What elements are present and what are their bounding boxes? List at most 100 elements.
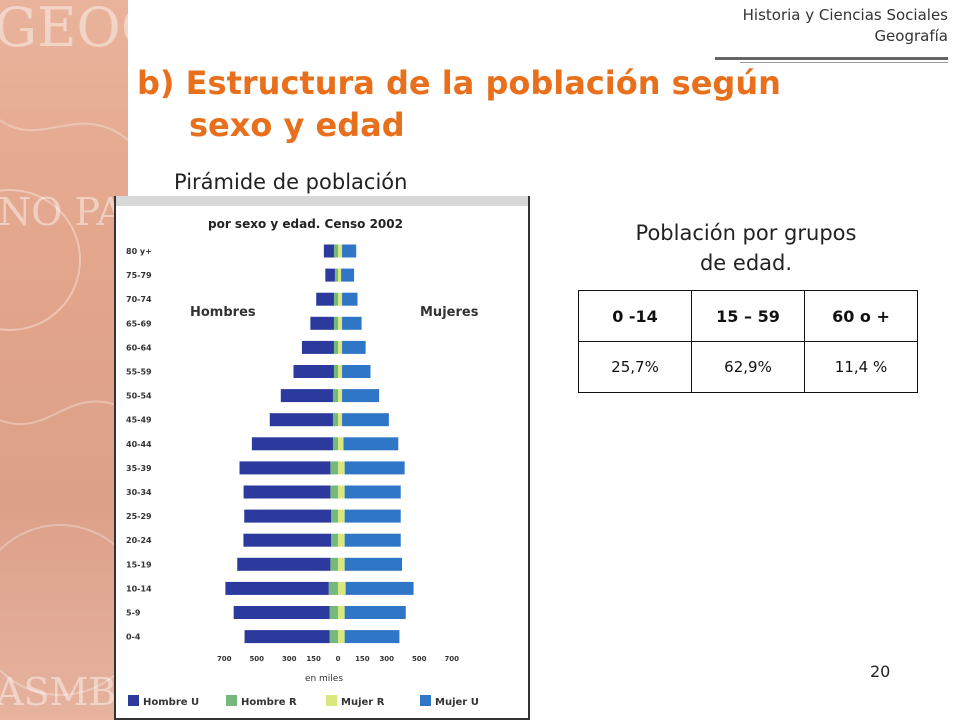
pyramid-caption: Pirámide de población [174,170,408,194]
age-label-9: 35-39 [126,464,152,473]
bar-mujer-u-4 [342,340,366,354]
x-tick-3: 150 [306,655,321,663]
bar-hombre-u-3 [310,316,334,330]
decorative-side-banner: GEOGR NO PA ASMB [0,0,128,720]
bar-hombre-u-5 [293,365,334,378]
bar-mujer-r-13 [338,557,345,571]
header-rule [715,57,948,60]
legend-swatch-3 [420,695,431,706]
bar-hombre-r-1 [334,268,338,282]
bar-mujer-r-11 [338,509,345,523]
table-caption-line2: de edad. [699,251,793,275]
bar-hombre-r-15 [329,606,338,619]
x-tick-4: 0 [336,655,341,663]
bar-hombre-u-14 [225,581,329,595]
age-label-13: 15-19 [126,560,152,569]
bar-hombre-u-9 [239,461,331,475]
legend-swatch-0 [128,695,139,706]
table-caption: Población por grupos de edad. [586,218,906,278]
bar-mujer-r-1 [338,268,342,282]
bar-hombre-r-0 [333,244,338,258]
legend-swatch-2 [326,695,337,706]
bar-mujer-u-5 [342,365,371,378]
bar-hombre-r-14 [328,581,338,595]
bar-mujer-r-15 [338,606,345,619]
x-ticks-group: 700 500 300 150 0 150 300 500 700 [217,655,459,663]
age-labels-group: 80 y+ 75-79 70-74 65-69 60-64 55-59 50-54 45-49… [126,247,152,642]
age-label-3: 65-69 [126,319,152,328]
table-header-row: 0 -14 15 – 59 60 o + [578,290,918,342]
x-tick-0: 700 [217,655,232,663]
legend-swatch-1 [226,695,237,706]
bar-hombre-u-8 [251,437,333,451]
legend-label-3: Mujer U [435,697,479,708]
bar-mujer-r-9 [338,461,345,475]
bar-hombre-r-7 [332,413,338,427]
bar-mujer-u-14 [345,581,414,595]
bar-mujer-r-4 [338,340,343,354]
bar-hombre-r-5 [333,365,338,378]
bar-mujer-r-3 [338,316,343,330]
slide-title-line1: b) Estructura de la población según [137,64,781,102]
age-group-table: 0 -14 15 – 59 60 o + 25,7% 62,9% 11,4 % [578,290,918,393]
x-axis-label: en miles [305,674,343,684]
bar-hombre-r-16 [329,630,338,644]
bar-hombre-u-2 [316,292,334,306]
slide-title: b) Estructura de la población según sexo… [137,62,781,146]
bar-mujer-u-16 [344,630,400,644]
legend-label-1: Hombre R [241,697,297,708]
subject-header: Historia y Ciencias Sociales [742,6,948,24]
legend-label-0: Hombre U [143,697,199,708]
bar-hombre-r-11 [331,509,338,523]
bar-mujer-u-10 [344,485,401,499]
header-rule-thin [740,62,948,63]
age-label-16: 0-4 [126,633,141,642]
age-label-10: 30-34 [126,488,152,497]
bar-mujer-r-5 [338,365,343,378]
bar-hombre-u-4 [301,340,334,354]
bar-mujer-r-0 [338,244,343,258]
population-pyramid-chart: por sexo y edad. Censo 2002 Hombres Muje… [114,196,530,720]
table-row: 25,7% 62,9% 11,4 % [578,341,918,393]
bar-hombre-u-6 [280,389,333,403]
chart-legend: Hombre U Hombre R Mujer R Mujer U [128,695,479,708]
x-tick-8: 700 [444,655,459,663]
header-0-14: 0 -14 [578,290,692,342]
bar-mujer-r-14 [338,581,346,595]
bar-hombre-r-8 [332,437,338,451]
x-tick-6: 300 [379,655,394,663]
map-decoration [0,119,128,696]
bar-mujer-u-8 [343,437,399,451]
age-label-15: 5-9 [126,609,141,618]
side-label-mujeres: Mujeres [420,305,479,320]
bar-mujer-u-11 [344,509,401,523]
chart-top-band [116,196,528,206]
bar-hombre-u-1 [325,268,335,282]
bar-mujer-r-16 [338,630,345,644]
age-label-2: 70-74 [126,295,152,304]
bar-hombre-u-15 [233,606,330,619]
bar-mujer-u-12 [344,533,401,547]
bar-hombre-r-13 [330,557,338,571]
bar-hombre-u-7 [269,413,333,427]
bar-hombre-r-10 [330,485,338,499]
bar-hombre-u-11 [244,509,332,523]
age-label-0: 80 y+ [126,247,152,256]
age-label-8: 40-44 [126,440,152,449]
bar-mujer-u-15 [344,606,406,619]
age-label-12: 20-24 [126,536,152,545]
age-label-14: 10-14 [126,584,152,593]
age-label-6: 50-54 [126,392,152,401]
x-tick-5: 150 [355,655,370,663]
bar-mujer-u-1 [341,268,355,282]
bar-hombre-r-12 [331,533,338,547]
header-15-59: 15 – 59 [691,290,805,342]
bar-mujer-u-2 [342,292,358,306]
bar-mujer-u-9 [344,461,405,475]
header-60-plus: 60 o + [804,290,918,342]
bar-mujer-r-2 [338,292,343,306]
value-15-59: 62,9% [691,341,805,393]
x-tick-7: 500 [412,655,427,663]
bar-hombre-u-13 [237,557,331,571]
table-caption-line1: Población por grupos [635,221,857,245]
